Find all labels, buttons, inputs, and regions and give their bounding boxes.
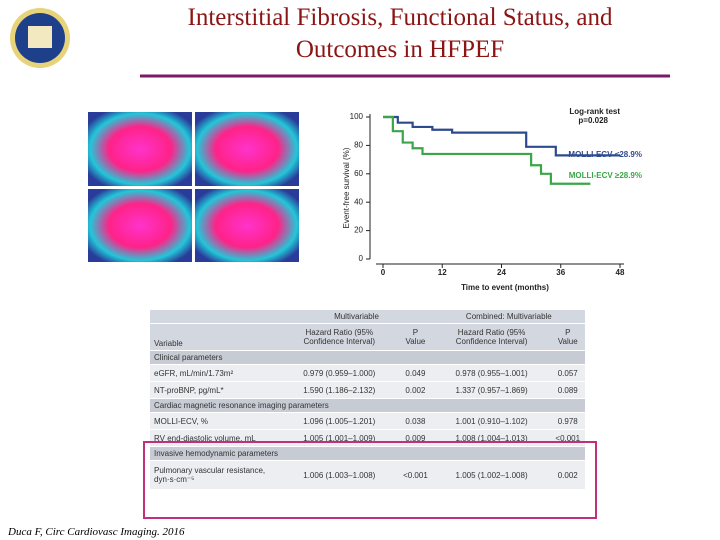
table-row: Cardiac magnetic resonance imaging param…: [150, 398, 585, 413]
x-axis-label: Time to event (months): [461, 283, 549, 292]
table-row: MOLLI-ECV, % 1.096 (1.005–1.201) 0.038 1.00…: [150, 412, 585, 430]
table-cell: Hazard Ratio (95% Confidence Interval): [280, 323, 399, 351]
title: Interstitial Fibrosis, Functional Status…: [187, 4, 613, 31]
y-tick-label: 100: [350, 112, 364, 121]
table-cell: 1.006 (1.003–1.008): [280, 460, 399, 490]
mri-panels: [88, 112, 299, 262]
table-cell: Clinical parameters: [150, 350, 585, 365]
table-cell: P Value: [398, 323, 433, 351]
table-cell: <0.001: [398, 460, 433, 490]
slide-graphics: Event-free survival (%) Time to event (m…: [10, 8, 670, 292]
table-row: Multivariable Combined: Multivariable: [150, 310, 585, 324]
table-row: Clinical parameters: [150, 350, 585, 365]
table-cell: 1.096 (1.005–1.201): [280, 412, 399, 430]
table-cell: Cardiac magnetic resonance imaging param…: [150, 398, 585, 413]
y-tick-label: 80: [354, 141, 363, 150]
table-cell: Combined: Multivariable: [432, 310, 585, 324]
table-cell: 0.978 (0.955–1.001): [432, 364, 551, 382]
table-cell: Multivariable: [280, 310, 433, 324]
table-cell: 0.978: [550, 412, 585, 430]
stats-text: Log-rank test: [569, 107, 620, 116]
table-cell: 0.002: [398, 381, 433, 399]
survival-curve: [383, 115, 620, 157]
table-cell: 1.001 (0.910–1.102): [432, 412, 551, 430]
table-cell: 1.005 (1.002–1.008): [432, 460, 551, 490]
citation: Duca F, Circ Cardiovasc Imaging. 2016: [8, 526, 185, 538]
table-cell: 0.002: [550, 460, 585, 490]
survival-curve: [383, 115, 591, 185]
y-tick-label: 60: [354, 169, 363, 178]
table-cell: Pulmonary vascular resistance, dyn·s·cm⁻…: [150, 460, 281, 490]
table-cell: 0.057: [550, 364, 585, 382]
table-cell: NT-proBNP, pg/mL*: [150, 381, 281, 399]
table-cell: 0.038: [398, 412, 433, 430]
y-tick-label: 0: [359, 254, 364, 263]
table-cell: 0.089: [550, 381, 585, 399]
table-cell: P Value: [550, 323, 585, 351]
table-cell: 1.590 (1.186–2.132): [280, 381, 399, 399]
table-cell: [150, 310, 281, 324]
legend-label: MOLLI-ECV <28.9%: [568, 150, 642, 159]
highlight-box: [143, 441, 597, 519]
x-tick-label: 0: [381, 268, 386, 277]
table-row: Invasive hemodynamic parameters: [150, 446, 585, 461]
table-row: Variable Hazard Ratio (95% Confidence Int…: [150, 323, 585, 351]
y-axis-label: Event-free survival (%): [342, 147, 351, 228]
y-tick-label: 40: [354, 197, 363, 206]
table-row: eGFR, mL/min/1.73m² 0.979 (0.959–1.000) 0.…: [150, 364, 585, 382]
table-cell: 0.049: [398, 364, 433, 382]
table-cell: 0.979 (0.959–1.000): [280, 364, 399, 382]
results-table: Multivariable Combined: Multivariable Vari…: [150, 310, 585, 490]
logo: [10, 8, 70, 68]
table-cell: MOLLI-ECV, %: [150, 412, 281, 430]
x-tick-label: 36: [556, 268, 565, 277]
stats-text: p=0.028: [578, 116, 608, 125]
x-tick-label: 48: [616, 268, 625, 277]
table-cell: 1.337 (0.957–1.869): [432, 381, 551, 399]
title: Outcomes in HFPEF: [295, 36, 505, 63]
legend-label: MOLLI-ECV ≥28.9%: [569, 171, 642, 180]
table-cell: Invasive hemodynamic parameters: [150, 446, 585, 461]
x-tick-label: 24: [497, 268, 506, 277]
table-cell: eGFR, mL/min/1.73m²: [150, 364, 281, 382]
y-tick-label: 20: [354, 226, 363, 235]
table-cell: Variable: [150, 323, 281, 351]
table-cell: Hazard Ratio (95% Confidence Interval): [432, 323, 551, 351]
table-row: Pulmonary vascular resistance, dyn·s·cm⁻…: [150, 460, 585, 490]
table-row: NT-proBNP, pg/mL* 1.590 (1.186–2.132) 0.00…: [150, 381, 585, 399]
x-tick-label: 12: [438, 268, 447, 277]
